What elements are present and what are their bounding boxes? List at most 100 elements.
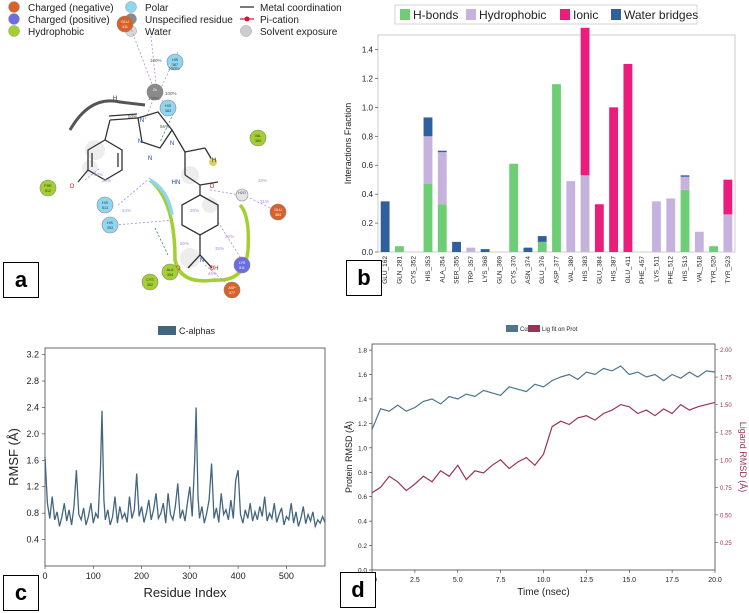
legend-label: Water bridges	[624, 8, 698, 22]
y-axis-label: RMSF (Å)	[6, 428, 21, 486]
panel-label-a: a	[3, 262, 39, 298]
residue-name: HIS	[165, 104, 172, 108]
legend-label: Charged (positive)	[28, 15, 110, 26]
residue-node	[223, 281, 241, 299]
interaction-percent: 30%	[190, 208, 199, 213]
x-tick-label: 300	[182, 571, 197, 581]
atom-label: N	[138, 139, 142, 145]
y-tick-label: 1.4	[358, 396, 367, 403]
interactions-fraction-chart: 0.0 0.2 0.4 0.6 0.8 1.0 1.2 1.4 Interactions Fra…	[343, 4, 736, 284]
residue-number: 380	[255, 139, 261, 143]
x-tick-label: 500	[279, 571, 294, 581]
x-tick-label: 10.0	[537, 577, 551, 584]
legend-label: Unspecified residue	[145, 15, 233, 26]
bar-segment	[437, 150, 447, 153]
bar-segment	[723, 214, 733, 252]
legend-swatch	[125, 1, 137, 13]
ligand-skeleton	[77, 111, 219, 269]
atom-label: N	[200, 258, 204, 264]
y-tick-label: 1.6	[358, 372, 367, 379]
hbond-lines	[154, 109, 176, 256]
x-tick-label: 20.0	[708, 577, 722, 584]
bar-segment	[380, 201, 390, 252]
residue-node	[233, 256, 251, 274]
x-tick-label: TYR_520	[711, 256, 718, 284]
panel-b: 0.0 0.2 0.4 0.6 0.8 1.0 1.2 1.4 Interactions Fra…	[340, 0, 749, 300]
legend-label: Pi-cation	[260, 15, 299, 26]
residue-node	[249, 129, 267, 147]
bar-segment	[437, 152, 447, 205]
y-tick-label: 1.2	[362, 74, 374, 83]
interaction-percent: 100%	[150, 58, 162, 63]
atom-label: O	[210, 184, 215, 190]
rmsf-chart: 0 100 200 300 400 500 0.4 0.8 1.2 1.6 2.0 2.4 2.8 3.2…	[6, 326, 326, 600]
legend-swatch	[8, 25, 20, 37]
interaction-percent: 100%	[148, 96, 160, 101]
x-tick-label: ASN_374	[525, 256, 532, 284]
bar-segment	[394, 246, 404, 252]
bar-segment	[552, 84, 561, 252]
residue-name: HIS	[172, 58, 179, 62]
x-tick-label: 5.0	[453, 577, 463, 584]
atom-label: H	[212, 158, 216, 164]
y-tick-label: 2.4	[26, 402, 39, 412]
x-tick-label: 12.5	[580, 577, 594, 584]
y-tick-label: 0.4	[358, 519, 367, 526]
legend-label: Charged (negative)	[28, 3, 114, 14]
y-axis-label: Interactions Fraction	[343, 103, 353, 185]
y-tick-label: 0.4	[362, 190, 374, 199]
atom-label: N	[140, 118, 144, 124]
atom-label: O	[70, 184, 75, 190]
x-tick-label: 100	[86, 571, 101, 581]
panel-c: 0 100 200 300 400 500 0.4 0.8 1.2 1.6 2.0 2.4 2.8 3.2…	[0, 318, 340, 611]
y-right-axis-label: Ligand RMSD (Å)	[738, 422, 748, 493]
legend-label-ligand: Lig fit on Prot	[542, 327, 578, 333]
y-right-tick-label: 1.50	[720, 403, 732, 409]
x-tick-label: TRP_357	[468, 256, 475, 284]
pocket-outline-upper	[68, 99, 146, 131]
residue-node	[166, 53, 184, 71]
bar-segment	[466, 247, 476, 252]
legend-swatch-ligand	[528, 325, 540, 332]
interaction-percent: 35%	[215, 246, 224, 251]
residue-number: 511	[239, 266, 245, 270]
legend-swatch	[240, 25, 252, 37]
bar-segment	[594, 204, 604, 252]
y-tick-label: 0.0	[362, 248, 374, 257]
y-right-tick-label: 0.50	[720, 513, 732, 519]
bar-segment	[580, 175, 590, 252]
x-tick-label: GLU_162	[382, 256, 389, 284]
residue-number: 383	[165, 109, 171, 113]
bar-segment	[680, 175, 690, 177]
legend-label: Polar	[145, 3, 169, 14]
y-right-tick-label: 0.25	[720, 541, 732, 547]
interaction-percent: 100%	[168, 66, 180, 71]
x-tick-label: VAL_380	[568, 256, 575, 283]
residue-number: 352	[147, 283, 153, 287]
legend-label: Ionic	[573, 8, 598, 22]
y-tick-label: 0.6	[362, 161, 374, 170]
y-right-tick-label: 2.00	[720, 348, 732, 354]
y-tick-label: 1.4	[362, 45, 374, 54]
x-tick-label: GLU_411	[625, 256, 632, 284]
residue-name: Zn	[153, 88, 157, 92]
residue-nodes: GLU411HIS387HIS383VAL380PHE512HIS513HIS3…	[39, 15, 287, 299]
legend-swatch-protein	[506, 325, 518, 332]
x-tick-label: PHE_457	[639, 256, 646, 284]
x-tick-label: 0	[42, 571, 47, 581]
legend-swatch	[8, 1, 20, 13]
legend-label: Water	[145, 27, 172, 38]
x-tick-label: LYS_368	[482, 256, 489, 283]
bar-segment	[423, 136, 433, 185]
bar-segment	[694, 231, 704, 252]
y-tick-label: 1.8	[358, 348, 367, 355]
atom-label: N	[170, 141, 174, 147]
interaction-percent: 100%	[165, 91, 177, 96]
x-tick-label: GLU_376	[539, 256, 546, 284]
residue-number: 377	[229, 291, 235, 295]
x-tick-label: PHE_512	[668, 256, 675, 284]
interaction-percentages: 100% 100% 100% 100% 56% 50% 36%53% 34% 30% 31% 32%…	[94, 58, 269, 276]
residue-node	[269, 203, 287, 221]
residue-name: PHE	[44, 184, 52, 188]
x-tick-label: 400	[231, 571, 246, 581]
